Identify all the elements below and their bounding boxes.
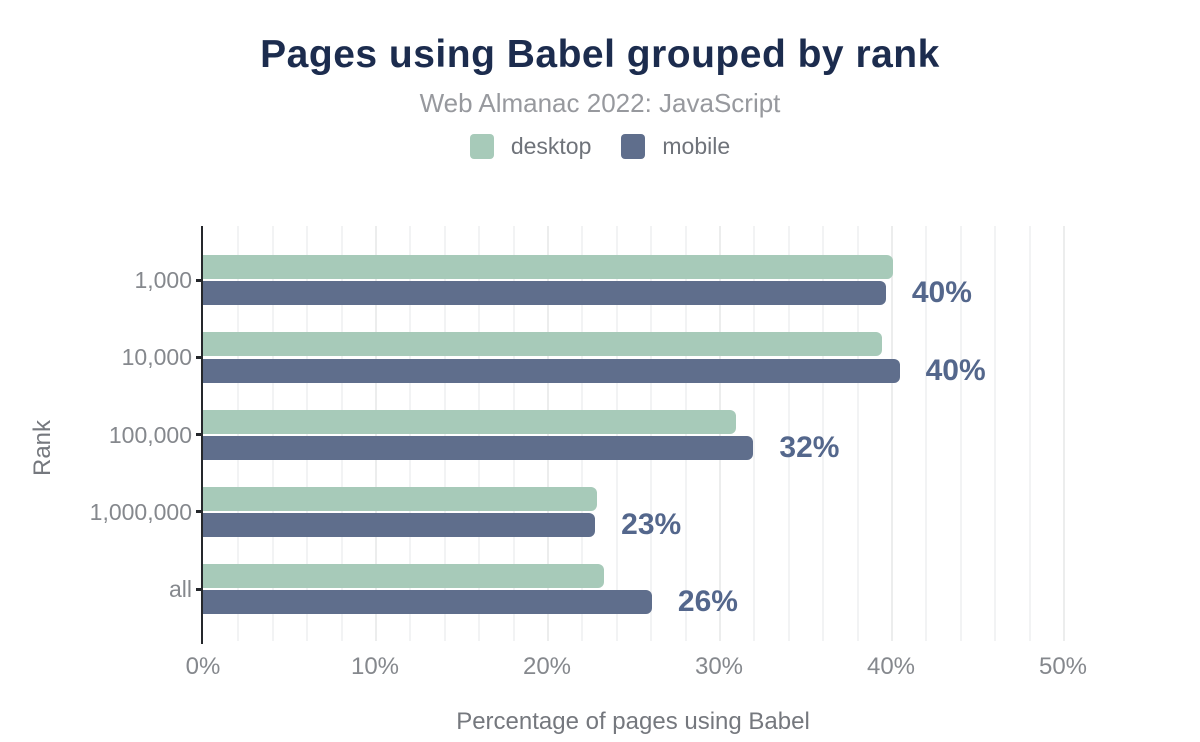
minor-gridline xyxy=(753,226,756,641)
x-axis-tick-label: 30% xyxy=(694,653,744,680)
minor-gridline xyxy=(1028,226,1031,641)
y-axis-tick xyxy=(196,433,201,436)
legend-item-mobile: mobile xyxy=(621,133,730,160)
y-axis-tick xyxy=(196,510,201,514)
y-axis-tick-label: 100,000 xyxy=(108,421,192,448)
chart-canvas: Pages using Babel grouped by rank Web Al… xyxy=(0,34,1200,742)
value-label: 40% xyxy=(911,276,972,310)
minor-gridline xyxy=(512,226,515,641)
chart-title: Pages using Babel grouped by rank xyxy=(260,33,940,76)
mobile-bar xyxy=(203,281,886,306)
minor-gridline xyxy=(409,226,412,641)
minor-gridline xyxy=(478,226,481,641)
major-gridline xyxy=(547,226,549,641)
desktop-swatch-icon xyxy=(469,134,494,159)
desktop-bar xyxy=(203,409,737,434)
value-label: 32% xyxy=(779,430,840,464)
y-axis-tick xyxy=(196,587,201,591)
minor-gridline xyxy=(340,226,343,641)
major-gridline xyxy=(719,226,721,641)
mobile-bar xyxy=(203,358,900,383)
minor-gridline xyxy=(271,226,274,641)
y-axis-tick-label: 1,000,000 xyxy=(89,498,192,525)
desktop-bar xyxy=(203,564,604,588)
mobile-swatch-icon xyxy=(621,134,646,159)
x-axis-title: Percentage of pages using Babel xyxy=(456,708,810,735)
minor-gridline xyxy=(994,226,997,641)
legend: desktop mobile xyxy=(0,133,1200,160)
major-gridline xyxy=(891,226,893,641)
y-axis-tick-label: 10,000 xyxy=(121,344,192,371)
value-label: 26% xyxy=(677,585,738,619)
desktop-bar xyxy=(203,486,597,511)
x-axis-tick-label: 50% xyxy=(1038,653,1088,680)
y-axis-tick xyxy=(196,278,201,282)
minor-gridline xyxy=(959,226,962,641)
x-axis-tick-label: 20% xyxy=(522,653,572,680)
legend-label: desktop xyxy=(510,133,592,159)
minor-gridline xyxy=(615,226,618,641)
x-axis-tick-label: 10% xyxy=(350,653,400,680)
desktop-bar xyxy=(203,332,883,357)
mobile-bar xyxy=(203,590,652,615)
y-axis-tick xyxy=(196,355,201,359)
minor-gridline xyxy=(925,226,928,641)
value-label: 40% xyxy=(925,353,986,387)
legend-item-desktop: desktop xyxy=(469,133,592,160)
minor-gridline xyxy=(822,226,825,641)
mobile-bar xyxy=(203,435,754,460)
chart-subtitle: Web Almanac 2022: JavaScript xyxy=(419,88,781,118)
minor-gridline xyxy=(650,226,653,641)
mobile-bar xyxy=(203,513,596,538)
y-axis-line xyxy=(201,226,203,644)
value-label: 23% xyxy=(621,508,682,542)
major-gridline xyxy=(375,226,377,641)
minor-gridline xyxy=(787,226,790,641)
y-axis-tick-label: 1,000 xyxy=(134,267,192,293)
desktop-bar xyxy=(203,255,893,279)
x-axis-tick-label: 0% xyxy=(185,653,221,680)
minor-gridline xyxy=(684,226,687,641)
minor-gridline xyxy=(581,226,584,641)
major-gridline xyxy=(1063,226,1065,641)
y-axis-tick-label: all xyxy=(168,576,192,602)
minor-gridline xyxy=(237,226,240,641)
legend-label: mobile xyxy=(662,133,731,159)
minor-gridline xyxy=(856,226,859,641)
x-axis-tick-label: 40% xyxy=(866,653,916,680)
plot-area: Percentage of pages using Babel Rank 1,0… xyxy=(29,226,1087,735)
minor-gridline xyxy=(306,226,309,641)
minor-gridline xyxy=(443,226,446,641)
